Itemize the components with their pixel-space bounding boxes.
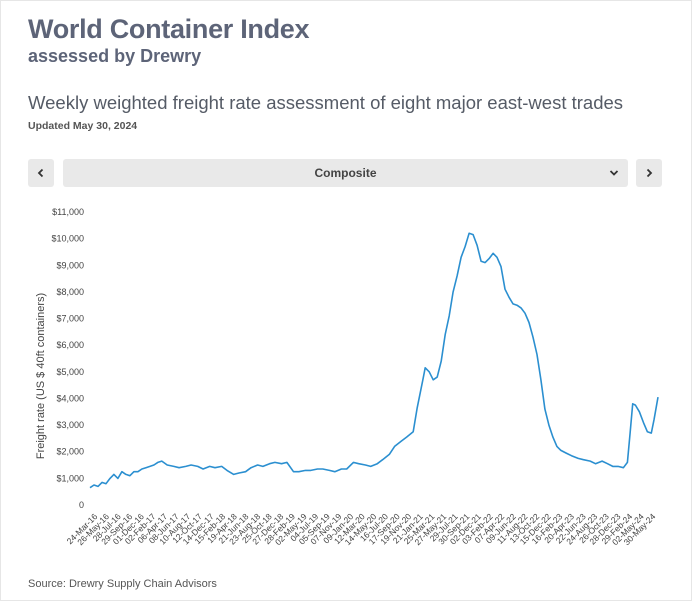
chevron-down-icon	[609, 170, 619, 176]
page-title: World Container Index	[28, 14, 310, 44]
y-tick-label: $6,000	[56, 340, 84, 350]
y-tick-label: $2,000	[56, 447, 84, 457]
x-axis-ticks: 24-Mar-1626-May-1628-Jul-1629-Sep-1601-D…	[65, 511, 658, 547]
previous-button[interactable]	[28, 159, 54, 187]
y-tick-label: $5,000	[56, 367, 84, 377]
y-tick-label: $11,000	[52, 207, 84, 217]
series-line	[89, 232, 659, 489]
page-subtitle: assessed by Drewry	[28, 46, 202, 66]
y-axis-label: Freight rate (US $ 40ft containers)	[35, 293, 47, 459]
next-button[interactable]	[636, 159, 662, 187]
y-tick-label: 0	[79, 500, 84, 510]
chevron-right-icon	[646, 168, 653, 178]
y-tick-label: $4,000	[56, 393, 84, 403]
chart-heading: Weekly weighted freight rate assessment …	[28, 92, 624, 113]
y-tick-label: $9,000	[56, 260, 84, 270]
y-tick-label: $10,000	[51, 234, 84, 244]
updated-date: Updated May 30, 2024	[28, 120, 138, 132]
y-tick-label: $8,000	[56, 287, 84, 297]
chevron-left-icon	[37, 168, 44, 178]
y-tick-label: $3,000	[56, 420, 84, 430]
index-selector[interactable]: Composite	[63, 159, 628, 187]
y-tick-label: $7,000	[56, 314, 84, 324]
freight-rate-chart: 0 $1,000 $2,000 $3,000 $4,000 $5,000 $6,000 $7,…	[35, 207, 659, 547]
source-note: Source: Drewry Supply Chain Advisors	[28, 578, 217, 590]
y-axis-ticks: 0 $1,000 $2,000 $3,000 $4,000 $5,000 $6,000 $7,…	[51, 207, 84, 510]
y-tick-label: $1,000	[56, 473, 84, 483]
selector-value: Composite	[314, 166, 377, 180]
